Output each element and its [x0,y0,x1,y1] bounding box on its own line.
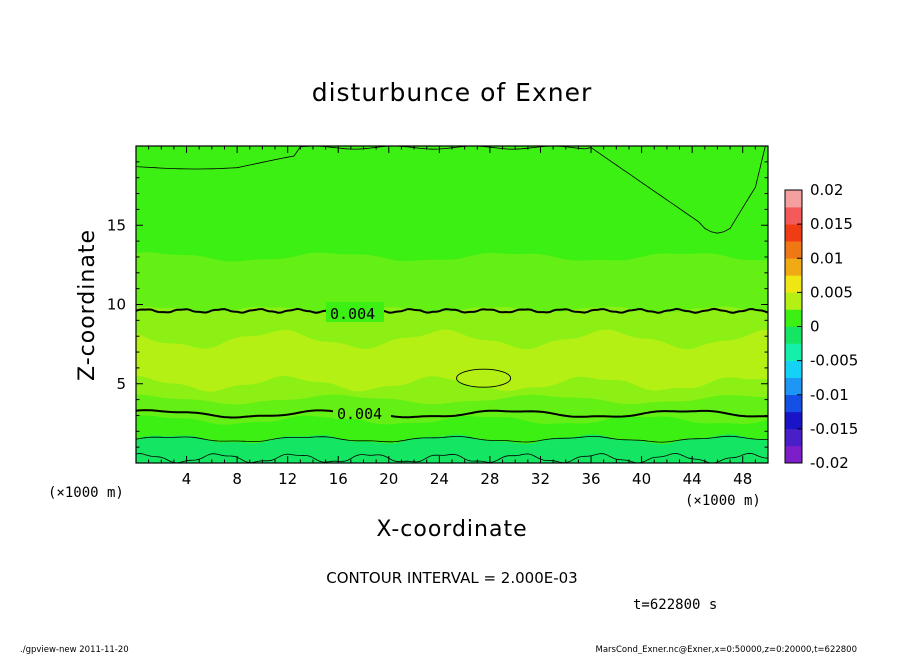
colorbar-segment [785,309,802,327]
x-tick-label: 36 [581,470,600,488]
colorbar-segment [785,394,802,413]
contour-ground [136,452,768,463]
contour-label-lower: 0.004 [337,405,382,423]
colorbar-segment [785,241,802,259]
footer-left: ./gpview-new 2011-11-20 [20,645,129,654]
colorbar-tick-label: -0.01 [810,386,849,404]
colorbar-segment [785,326,802,344]
x-tick-label: 32 [531,470,550,488]
x-axis-label: X-coordinate [376,517,527,542]
x-tick-label: 4 [182,470,192,488]
y-axis-label: Z-coordinate [75,229,100,381]
y-axis: 5 10 15 [107,145,768,464]
field-band-ground [136,434,768,463]
colorbar-tick-label: 0.02 [810,181,843,199]
field-band-bottom [136,415,768,444]
x-tick-label: 44 [683,470,702,488]
colorbar-segment [785,428,802,447]
colorbar-tick-label: 0 [810,318,820,336]
colorbar-tick-label: 0.015 [810,215,853,233]
y-tick-label: 15 [107,216,126,234]
x-tick-label: 48 [733,470,752,488]
colorbar-tick-label: -0.02 [810,454,849,472]
y-tick-label: 5 [116,375,126,393]
chart-title: disturbunce of Exner [312,78,593,107]
x-tick-label: 40 [632,470,651,488]
x-tick-label: 16 [329,470,348,488]
x-tick-label: 28 [480,470,499,488]
colorbar-ticks: 0.02 0.015 0.01 0.005 0 -0.005 -0.01 -0.015 -0.0… [797,181,858,472]
colorbar-segment [785,224,802,242]
colorbar-segment [785,190,802,208]
contour-interval: CONTOUR INTERVAL = 2.000E-03 [326,569,577,587]
colorbar-tick-label: -0.015 [810,420,858,438]
colorbar-tick-label: -0.005 [810,352,858,370]
time-stamp: t=622800 s [633,597,717,613]
colorbar-tick-label: 0.01 [810,249,843,267]
colorbar-segment [785,275,802,293]
colorbar-segment [785,343,802,361]
colorbar-segment [785,360,802,378]
colorbar-segment [785,377,802,396]
contour-closed-blob [456,368,512,388]
colorbar-segment [785,207,802,225]
contour-label-upper: 0.004 [330,305,375,323]
contour-field [136,146,768,463]
contour-0004-upper [136,307,768,314]
colorbar [784,189,803,464]
colorbar-tick-label: 0.005 [810,283,853,301]
x-tick-label: 24 [430,470,449,488]
colorbar-segment [785,258,802,276]
colorbar-segment [785,292,802,310]
footer-right: MarsCond_Exner.nc@Exner,x=0:50000,z=0:20… [595,645,857,654]
y-tick-label: 10 [107,296,126,314]
x-axis: 4 8 12 16 20 24 28 32 36 40 44 48 [135,146,769,488]
field-band-upper [136,252,768,312]
contour-low [136,435,768,443]
x-tick-label: 8 [232,470,242,488]
colorbar-segment [785,445,802,464]
x-unit-left: (×1000 m) [48,485,124,501]
contour-labels: 0.004 0.004 [326,302,391,423]
colorbar-segment [785,411,802,430]
field-band-core [136,329,768,392]
x-tick-label: 20 [379,470,398,488]
x-unit-right: (×1000 m) [685,493,761,509]
contour-0004-lower [136,409,768,419]
x-tick-label: 12 [278,470,297,488]
